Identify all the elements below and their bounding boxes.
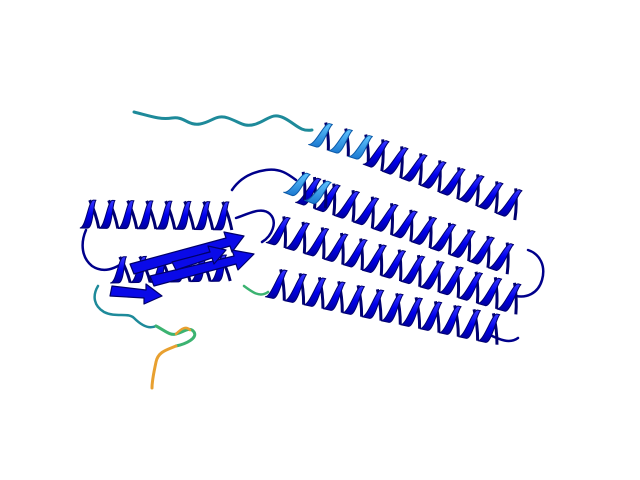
sheet-to-helix-loop bbox=[234, 209, 275, 244]
helix-upper-2-turn bbox=[487, 243, 515, 271]
helix-lower-turn bbox=[264, 269, 289, 299]
helix-n-light bbox=[308, 122, 374, 163]
alpha-helices bbox=[79, 122, 523, 345]
helix-upper-2-turn bbox=[391, 210, 419, 239]
helix-left-inner-turn bbox=[110, 256, 128, 284]
helix-upper-2-turn bbox=[352, 197, 380, 226]
middle-link-loop bbox=[242, 284, 270, 296]
beta-strand-3 bbox=[149, 249, 255, 287]
helix-left-top-turn bbox=[117, 200, 135, 230]
c-terminal-tail-green bbox=[154, 324, 197, 348]
helix-lower-turn bbox=[284, 273, 308, 303]
helix-middle-turn bbox=[400, 255, 426, 284]
beta-strand-1 bbox=[109, 283, 163, 305]
helix-upper-1 bbox=[362, 139, 523, 221]
helix-upper-1-turn bbox=[381, 147, 409, 175]
tail-hairpin bbox=[174, 326, 192, 336]
helix-left-top-turn bbox=[136, 200, 154, 230]
right-turn-loop bbox=[514, 248, 545, 298]
helix-upper-2-turn bbox=[468, 236, 496, 265]
helix-upper-2 bbox=[295, 176, 515, 275]
helix-left-top-turn bbox=[155, 200, 173, 230]
helix-upper-1-turn bbox=[457, 175, 485, 203]
beta-strand-4 bbox=[171, 245, 227, 271]
helix-middle-turn bbox=[496, 283, 522, 312]
helix-lower-turn bbox=[380, 293, 405, 323]
helix-upper-2-turn bbox=[372, 204, 399, 232]
helix-lower-turn bbox=[400, 297, 424, 327]
helix-lower-turn bbox=[458, 309, 482, 339]
top-loop bbox=[230, 168, 298, 192]
helix-upper-2-turn bbox=[410, 217, 438, 245]
helix-upper-light bbox=[283, 171, 333, 209]
helix-left-top-turn bbox=[212, 201, 230, 231]
helix-lower-turn bbox=[342, 285, 366, 315]
helix-left-top-turn bbox=[98, 199, 116, 229]
helix-middle-turn bbox=[419, 261, 445, 290]
helix-upper-1-turn bbox=[400, 154, 428, 182]
helix-upper-2-turn bbox=[449, 230, 476, 258]
helix-left-top bbox=[79, 199, 234, 231]
helix-upper-2-turn bbox=[333, 190, 361, 219]
helix-upper-1-turn bbox=[495, 189, 523, 217]
helix-upper-2-turn bbox=[429, 223, 457, 252]
helix-left-top-turn bbox=[174, 200, 192, 230]
helix-middle-turn bbox=[323, 233, 349, 262]
c-terminal-tail-orange bbox=[150, 344, 178, 390]
coil-loops bbox=[81, 110, 545, 390]
beta-sheet bbox=[109, 231, 255, 305]
beta-strand-2 bbox=[129, 231, 245, 275]
helix-upper-1-turn bbox=[438, 168, 466, 196]
lower-right-loop bbox=[486, 332, 520, 343]
left-loop-b bbox=[93, 284, 158, 329]
helix-upper-1-turn bbox=[476, 182, 504, 210]
left-loop-a bbox=[81, 228, 126, 272]
helix-lower bbox=[264, 268, 501, 345]
helix-middle-turn bbox=[477, 277, 503, 307]
helix-upper-1-turn bbox=[419, 161, 447, 189]
helix-lower-turn bbox=[438, 305, 463, 335]
helix-middle-turn bbox=[342, 239, 368, 268]
n-terminal-tail bbox=[132, 110, 314, 132]
helix-middle-turn bbox=[304, 228, 330, 257]
helix-lower-turn bbox=[322, 281, 347, 311]
helix-left-top-turn bbox=[193, 201, 211, 231]
